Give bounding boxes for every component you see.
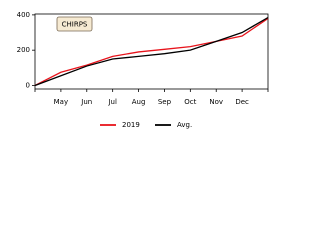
chart: CHIRPS 0 200 400 May Jun Jul Aug Sep Oct Nov Dec 20… xyxy=(17,11,269,129)
plot-frame xyxy=(34,13,269,90)
annotation-box xyxy=(56,16,93,32)
annotation-text: CHIRPS xyxy=(62,21,88,29)
x-tick-label: May xyxy=(54,98,68,106)
x-tick-label: Oct xyxy=(184,98,196,106)
x-tick-label: Dec xyxy=(235,98,249,106)
annotation: CHIRPS xyxy=(56,16,93,32)
x-tick-label: Jul xyxy=(107,98,117,106)
y-tick-label: 400 xyxy=(17,11,30,19)
x-tick-label: Aug xyxy=(132,98,146,106)
y-tick-label: 0 xyxy=(26,81,30,89)
x-tick-label: Nov xyxy=(209,98,223,106)
y-tick-label: 200 xyxy=(17,46,30,54)
legend-label: Avg. xyxy=(177,121,192,129)
x-tick-label: Sep xyxy=(158,98,172,106)
series-line xyxy=(34,16,269,87)
legend-label: 2019 xyxy=(122,121,140,129)
series-line xyxy=(34,17,269,87)
x-tick-label: Jun xyxy=(80,98,92,106)
